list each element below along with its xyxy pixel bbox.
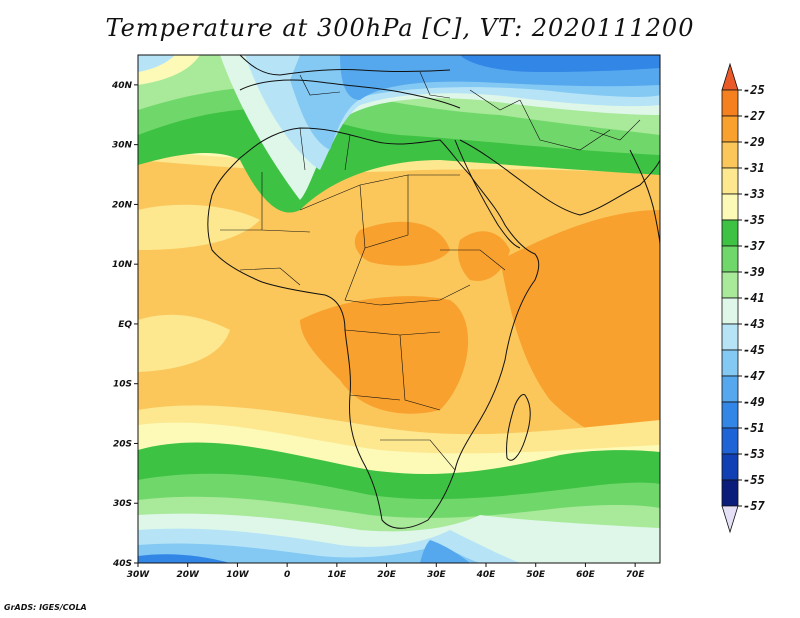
colorbar-swatch [721, 349, 739, 377]
colorbar-label: -25 [743, 83, 765, 97]
colorbar-swatch [721, 193, 739, 221]
sahel-warm-region [354, 221, 450, 266]
south-cold-5 [138, 554, 230, 563]
horn-warm-region [458, 231, 510, 281]
colorbar-swatch [721, 89, 739, 117]
temperature-field [138, 55, 660, 563]
lon-tick-label: 30E [427, 570, 447, 580]
latitude-ticks: 40N 30N 20N 10N EQ 10S 20S 30S 40S [111, 81, 138, 569]
lat-tick-label: EQ [118, 320, 132, 330]
central-warm-region [300, 296, 469, 414]
chart-title: Temperature at 300hPa [C], VT: 202011120… [105, 14, 695, 42]
lon-tick-label: 30W [127, 570, 151, 580]
colorbar-label: -27 [743, 109, 765, 123]
colorbar-label: -49 [743, 395, 765, 409]
colorbar-swatch [721, 115, 739, 143]
colorbar-label: -43 [743, 317, 765, 331]
lon-tick-label: 40E [476, 570, 497, 580]
lon-tick-label: 20W [176, 570, 200, 580]
europe-coast [239, 55, 451, 76]
red-sea-coast [454, 139, 521, 249]
lon-tick-label: 10E [328, 570, 348, 580]
arabia-coastline [459, 139, 660, 216]
colorbar-label: -39 [743, 265, 765, 279]
colorbar-swatch [721, 297, 739, 325]
mediterranean-coast [239, 79, 461, 109]
colorbar-label: -45 [743, 343, 765, 357]
colorbar-swatch [721, 479, 739, 507]
lon-tick-label: 50E [526, 570, 546, 580]
west-light-region-2 [138, 314, 230, 372]
colorbar-label: -41 [743, 291, 765, 305]
colorbar-label: -51 [743, 421, 765, 435]
colorbar-swatch [721, 401, 739, 429]
lat-tick-label: 30S [113, 499, 132, 509]
west-blue-patch [138, 55, 175, 72]
lat-tick-label: 20S [113, 439, 132, 449]
lon-tick-label: 20E [377, 570, 397, 580]
colorbar-label: -35 [743, 213, 765, 227]
colorbar-swatch [721, 219, 739, 247]
colorbar: -25 -27 -29 -31 -33 -35 -37 -39 -41 -43 -45 -47 -49 -… [721, 62, 765, 534]
colorbar-label: -47 [743, 369, 765, 383]
east-warm-region [500, 210, 660, 460]
west-light-region [138, 204, 260, 250]
lat-tick-label: 10S [113, 380, 132, 390]
colorbar-swatch [721, 323, 739, 351]
colorbar-label: -55 [743, 473, 765, 487]
lat-tick-label: 30N [112, 141, 133, 151]
colorbar-swatch [721, 453, 739, 481]
india-coast [629, 149, 660, 246]
colorbar-swatch [721, 427, 739, 455]
map-frame [137, 54, 661, 564]
colorbar-swatch [721, 245, 739, 273]
coastlines [207, 55, 660, 529]
longitude-ticks: 30W 20W 10W 0 10E 20E 30E 40E 50E 60E 70E [127, 563, 646, 580]
country-borders [220, 71, 641, 471]
lat-tick-label: 20N [112, 200, 133, 210]
colorbar-bottom-triangle [721, 505, 739, 534]
lat-tick-label: 40N [111, 81, 133, 91]
africa-coastline [207, 127, 540, 529]
lon-tick-label: 60E [576, 570, 596, 580]
credit-text: GrADS: IGES/COLA [4, 603, 87, 612]
colorbar-label: -53 [743, 447, 765, 461]
south-cold-3 [138, 543, 480, 563]
colorbar-label: -31 [743, 161, 765, 175]
colorbar-swatch [721, 375, 739, 403]
north-blue-4 [460, 55, 660, 72]
lon-tick-label: 0 [284, 570, 290, 580]
lon-tick-label: 10W [226, 570, 250, 580]
lat-tick-label: 40S [112, 559, 132, 569]
colorbar-swatch [721, 271, 739, 299]
south-cold-4 [420, 540, 470, 563]
colorbar-label: -37 [743, 239, 765, 253]
lat-tick-label: 10N [112, 260, 133, 270]
lon-tick-label: 70E [626, 570, 646, 580]
colorbar-label: -33 [743, 187, 765, 201]
colorbar-top-triangle [721, 62, 739, 91]
colorbar-swatch [721, 167, 739, 195]
colorbar-label: -29 [743, 135, 765, 149]
colorbar-swatch [721, 141, 739, 169]
madagascar-coastline [506, 394, 531, 461]
colorbar-label: -57 [743, 499, 765, 513]
